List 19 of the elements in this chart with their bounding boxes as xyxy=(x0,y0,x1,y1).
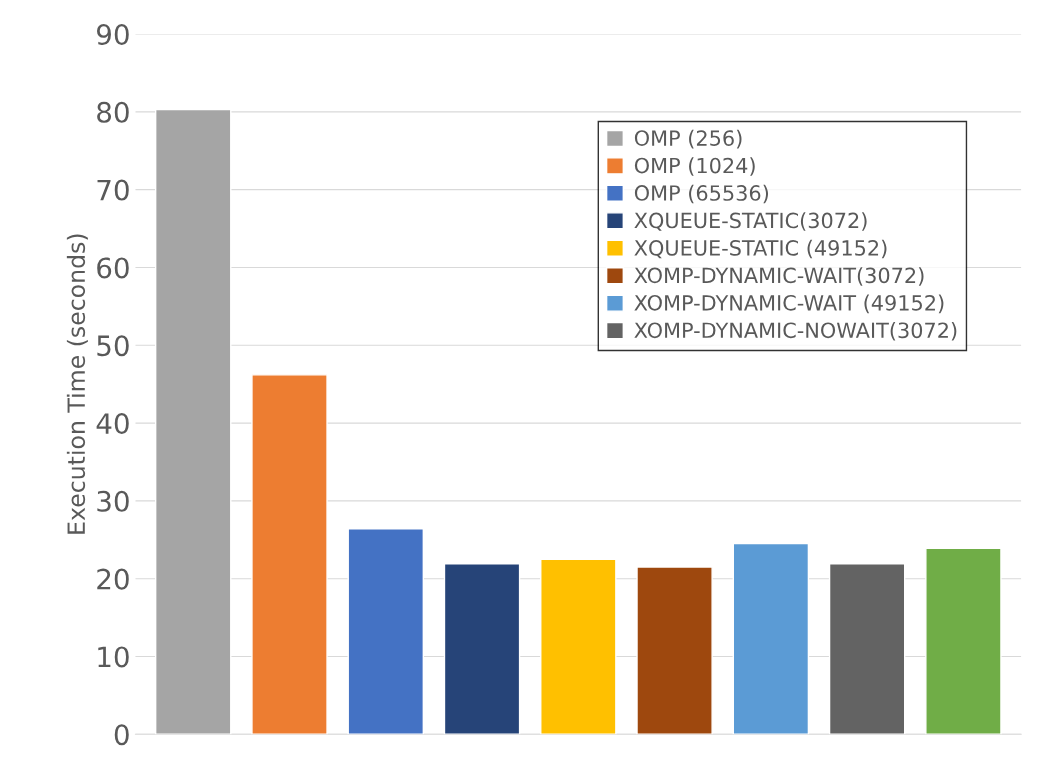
y-tick-label: 10 xyxy=(98,646,129,668)
legend-label: XQUEUE-STATIC (49152) xyxy=(634,239,887,259)
legend-label: OMP (256) xyxy=(634,129,742,149)
y-axis-title: Execution Time (seconds) xyxy=(66,234,88,534)
y-tick-label: 90 xyxy=(97,24,129,46)
y-tick-label: 20 xyxy=(97,568,129,590)
legend-label: XOMP-DYNAMIC-WAIT (49152) xyxy=(634,294,944,314)
y-tick-label: 30 xyxy=(97,490,129,512)
y-tick-label: 40 xyxy=(96,413,129,435)
legend-label: XOMP-DYNAMIC-NOWAIT(3072) xyxy=(634,322,957,341)
y-tick-label: 50 xyxy=(97,335,129,357)
legend-label: XQUEUE-STATIC(3072) xyxy=(634,212,867,231)
legend-label: XOMP-DYNAMIC-WAIT(3072) xyxy=(634,267,924,286)
y-tick-label: 80 xyxy=(97,101,129,123)
y-tick-label: 70 xyxy=(97,179,129,201)
y-tick-label: 0 xyxy=(114,724,129,746)
legend-label: OMP (1024) xyxy=(634,157,755,176)
legend-label: OMP (65536) xyxy=(634,184,769,204)
y-tick-label: 60 xyxy=(97,257,129,279)
